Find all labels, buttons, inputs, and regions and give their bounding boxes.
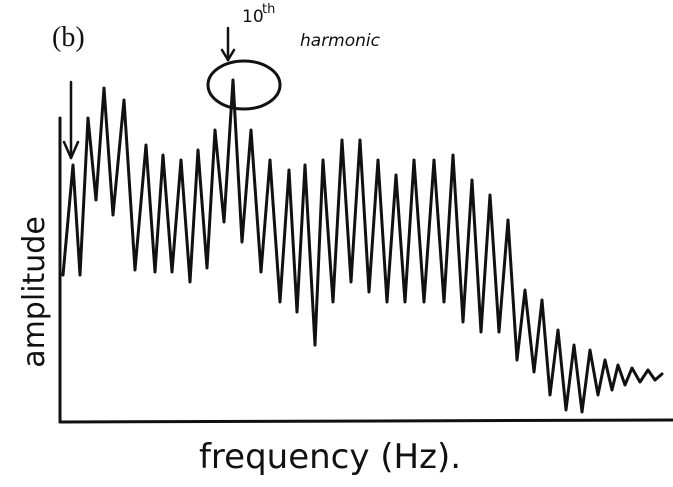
annotation-suffix: th — [262, 2, 275, 17]
spectrum-sketch — [61, 78, 664, 414]
x-axis-label: frequency (Hz). — [199, 437, 461, 477]
annotation-text: harmonic — [300, 31, 381, 51]
circle-highlight — [206, 59, 282, 111]
panel-label: (b) — [52, 22, 85, 53]
arrow-first-peak — [62, 80, 80, 160]
axes — [58, 116, 673, 424]
arrow-harmonic — [220, 26, 236, 62]
y-axis-label: amplitude — [17, 216, 52, 368]
annotation-number: 10 — [242, 7, 264, 27]
